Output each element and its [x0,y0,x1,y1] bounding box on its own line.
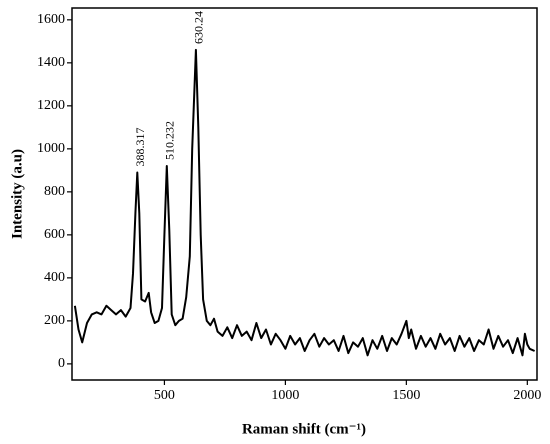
y-tick-label: 1000 [37,141,65,156]
plot-frame [71,7,538,381]
peak-annotation: 388.317 [133,127,147,166]
x-tick-label: 1000 [271,388,299,403]
y-tick-label: 1400 [37,55,65,70]
peak-annotation: 510.232 [163,121,177,160]
y-tick-label: 200 [44,313,65,328]
y-tick-label: 400 [44,270,65,285]
spectrum-line [73,48,536,357]
y-tick-label: 800 [44,184,65,199]
y-tick-label: 1200 [37,98,65,113]
x-tick-label: 500 [154,388,175,403]
x-tick-label: 1500 [392,388,420,403]
y-axis-label: Intensity (a.u) [9,149,25,239]
x-axis-label: Raman shift (cm⁻¹) [242,421,366,437]
y-tick-label: 1600 [37,12,65,27]
y-tick-label: 600 [44,227,65,242]
peak-annotation: 630.24 [192,11,206,44]
y-tick-label: 0 [58,356,65,371]
x-tick-label: 2000 [513,388,541,403]
